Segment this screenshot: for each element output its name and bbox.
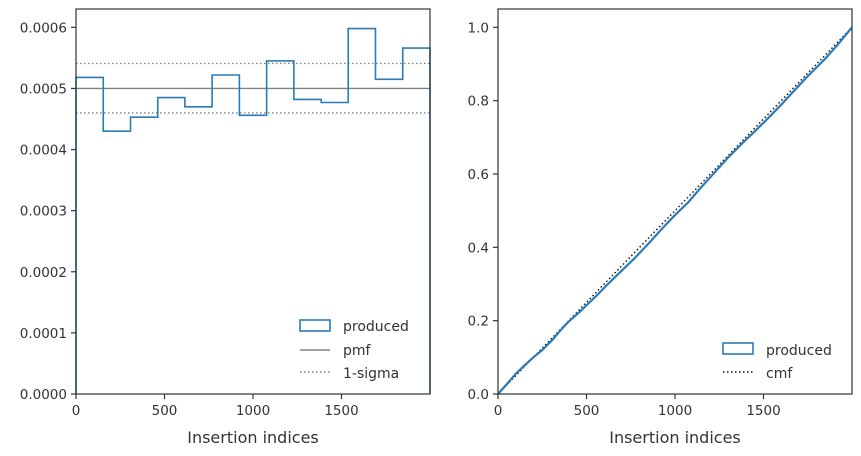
cumulative-x-tick-label: 1500 bbox=[746, 403, 780, 419]
cumulative-y-tick-label: 0.6 bbox=[468, 167, 489, 183]
cumulative-x-axis-label: Insertion indices bbox=[609, 428, 741, 447]
histogram-x-tick-label: 500 bbox=[152, 403, 178, 419]
histogram-y-tick-label: 0.0000 bbox=[20, 387, 67, 403]
cumulative-x-tick-label: 500 bbox=[574, 403, 600, 419]
cumulative-x-ticks: 0 500 1000 1500 bbox=[494, 394, 781, 419]
histogram-x-axis-label: Insertion indices bbox=[187, 428, 319, 447]
legend-produced-swatch bbox=[722, 342, 754, 355]
histogram-x-ticks: 0 500 1000 1500 bbox=[72, 394, 359, 419]
histogram-x-tick-label: 1000 bbox=[236, 403, 270, 419]
cumulative-y-tick-label: 0.0 bbox=[468, 387, 489, 403]
histogram-y-tick-label: 0.0006 bbox=[20, 20, 67, 36]
histogram-y-tick-label: 0.0002 bbox=[20, 265, 67, 281]
cumulative-y-tick-label: 0.2 bbox=[468, 314, 489, 330]
histogram-panel: 0 500 1000 1500 0.00000.00010.00020.00030.0… bbox=[20, 8, 431, 447]
cumulative-x-tick-label: 1000 bbox=[658, 403, 692, 419]
cumulative-y-tick-label: 1.0 bbox=[468, 20, 489, 36]
produced-cumulative-line bbox=[497, 26, 853, 395]
histogram-legend: produced pmf 1-sigma bbox=[299, 319, 409, 382]
histogram-y-tick-label: 0.0005 bbox=[20, 81, 67, 97]
cumulative-y-tick-label: 0.8 bbox=[468, 94, 489, 110]
histogram-x-tick-label: 0 bbox=[72, 403, 81, 419]
histogram-x-tick-label: 1500 bbox=[324, 403, 358, 419]
legend-sigma-label: 1-sigma bbox=[343, 366, 399, 382]
legend-cmf-label: cmf bbox=[766, 366, 793, 382]
cumulative-legend: produced cmf bbox=[722, 342, 832, 382]
cumulative-y-ticks: 0.0 0.2 0.4 0.6 0.8 1.0 bbox=[468, 20, 498, 403]
histogram-y-tick-label: 0.0003 bbox=[20, 204, 67, 220]
legend-produced-label: produced bbox=[343, 319, 409, 335]
histogram-y-ticks: 0.0000 0.0001 0.0002 0.0003 0.0004 0.0005 0.00… bbox=[20, 20, 76, 403]
cmf-line bbox=[497, 26, 853, 395]
cumulative-y-tick-label: 0.4 bbox=[468, 240, 489, 256]
histogram-y-tick-label: 0.0001 bbox=[20, 326, 67, 342]
produced-step-line bbox=[75, 27, 431, 394]
histogram-plot-frame bbox=[75, 8, 431, 395]
cumulative-plot-frame bbox=[497, 8, 853, 395]
histogram-y-tick-label: 0.0004 bbox=[20, 143, 67, 159]
reference-lines bbox=[76, 62, 430, 114]
cumulative-panel: 0 500 1000 1500 0.0 0.2 0.4 0.6 0.8 1.0 Insertio… bbox=[468, 8, 853, 447]
legend-produced-swatch bbox=[299, 319, 331, 332]
legend-produced-label: produced bbox=[766, 343, 832, 359]
legend-pmf-label: pmf bbox=[343, 343, 372, 359]
cumulative-x-tick-label: 0 bbox=[494, 403, 503, 419]
